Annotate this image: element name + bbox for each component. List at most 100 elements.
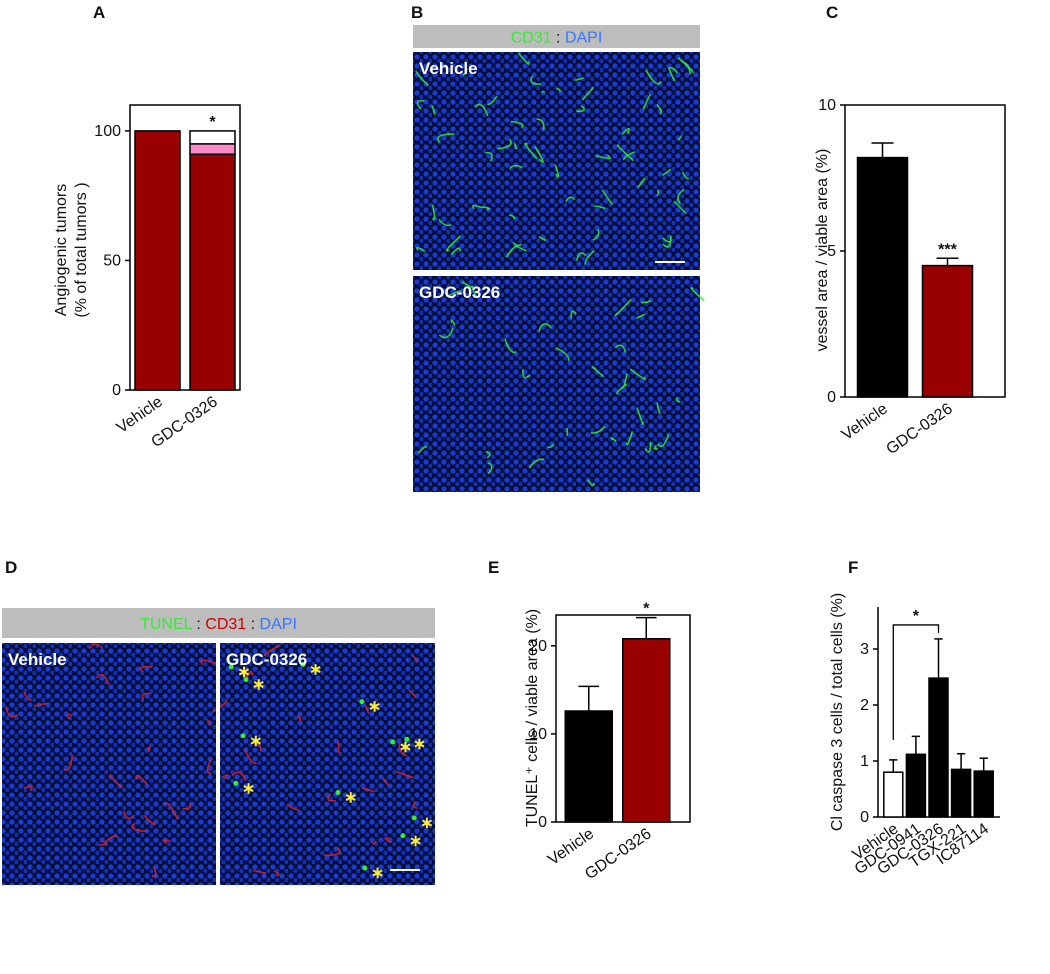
vessel (584, 250, 595, 265)
tunel-cell (335, 789, 341, 795)
asterisk: ∗ (242, 780, 255, 797)
vessel (206, 719, 212, 726)
asterisk: ∗ (252, 677, 265, 694)
asterisk: ∗ (344, 789, 357, 806)
bar (856, 156, 909, 398)
vessel (574, 77, 584, 82)
vessel (412, 655, 419, 663)
vessel (398, 742, 408, 757)
y-tick-label: 5 (827, 243, 836, 260)
significance-mark: * (643, 601, 650, 618)
vessel (104, 835, 119, 843)
vessel (122, 810, 135, 820)
vessel (640, 299, 652, 304)
vessel (505, 243, 522, 258)
asterisk: ∗ (409, 833, 422, 850)
y-tick-label: 0 (538, 814, 547, 831)
y-tick-label: 50 (103, 252, 121, 269)
vessel (66, 713, 73, 720)
vessel (371, 840, 377, 845)
vessel (616, 144, 634, 162)
asterisk: ∗ (249, 733, 262, 750)
bar-segment (189, 153, 236, 391)
stain-legend: TUNEL : CD31 : DAPI (140, 616, 297, 633)
vessel (621, 127, 631, 135)
vessel (538, 235, 547, 242)
vessel (656, 189, 660, 197)
panel-letter: E (488, 558, 499, 577)
vessel (296, 714, 302, 722)
tunel-cell (404, 736, 410, 742)
stain-name: CD31 (511, 30, 552, 47)
vessel (431, 104, 436, 116)
significance-bracket (892, 624, 940, 740)
vessel (206, 758, 213, 775)
vessel (636, 407, 644, 426)
tunel-cell (228, 664, 234, 670)
stain-name: TUNEL (140, 616, 193, 633)
vessel (645, 69, 662, 85)
vessel (437, 133, 455, 143)
asterisk: ∗ (413, 736, 426, 753)
vessel (620, 373, 628, 389)
stain-name: : (552, 30, 565, 47)
condition-label: Vehicle (8, 650, 67, 669)
vessel (581, 86, 594, 101)
vessel (450, 319, 456, 326)
vessel (677, 57, 695, 74)
vessel (416, 246, 426, 253)
stain-name: DAPI (260, 616, 297, 633)
vessel (656, 103, 663, 115)
vessel (565, 196, 576, 203)
bar (622, 638, 671, 823)
vessel (593, 205, 606, 210)
vessel (509, 214, 516, 220)
panel-letter: F (848, 558, 858, 577)
asterisk: ∗ (420, 815, 433, 832)
vessel (662, 235, 672, 243)
vessel (164, 802, 179, 821)
vessel (478, 206, 491, 211)
bar (921, 264, 974, 398)
vessel (273, 870, 280, 877)
x-tick-label: Vehicle (839, 400, 891, 444)
y-tick-label: 3 (860, 641, 869, 658)
panel-letter: B (411, 3, 423, 22)
bar (905, 753, 927, 818)
vessel (23, 691, 33, 701)
stain-header (2, 608, 435, 638)
vessel (438, 218, 452, 227)
vessel (416, 99, 425, 110)
vessel (486, 95, 498, 106)
vessel (522, 369, 531, 379)
vessel (576, 104, 586, 113)
vessel (431, 204, 436, 221)
bar-segment (189, 143, 236, 155)
tunel-cell (362, 865, 368, 871)
y-axis-label: Angiogenic tumors (53, 184, 70, 317)
vessel (362, 787, 375, 793)
vessel (162, 839, 171, 844)
vessel (677, 134, 683, 141)
vessel (382, 777, 389, 787)
vessel (517, 52, 530, 65)
vessel (407, 689, 418, 699)
condition-label: Vehicle (419, 59, 478, 78)
divider (413, 270, 700, 276)
vessel (644, 442, 652, 453)
y-tick-label: 1 (860, 753, 869, 770)
vessel (98, 840, 107, 846)
vessel (657, 434, 670, 448)
vessel (534, 146, 544, 163)
tunel-cell (359, 699, 365, 705)
tunel-cell (411, 815, 417, 821)
vessel (538, 323, 552, 332)
micrograph (413, 276, 700, 492)
vessel (33, 702, 49, 707)
vessel (415, 70, 429, 87)
vessel (601, 189, 614, 206)
vessel (200, 659, 218, 666)
vessel (626, 431, 634, 446)
tunel-cell (240, 733, 246, 739)
